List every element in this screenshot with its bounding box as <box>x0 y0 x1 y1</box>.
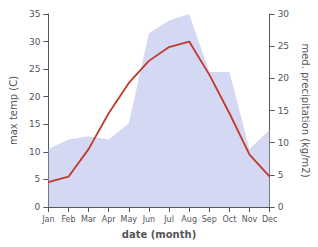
svg-text:35: 35 <box>29 9 40 19</box>
svg-text:20: 20 <box>278 73 290 83</box>
svg-text:10: 10 <box>278 138 290 148</box>
svg-text:Jul: Jul <box>163 215 174 224</box>
svg-text:max temp (C): max temp (C) <box>8 76 19 145</box>
svg-text:15: 15 <box>29 119 40 129</box>
svg-text:med. precipitation (kg/m2): med. precipitation (kg/m2) <box>300 43 311 177</box>
svg-text:Mar: Mar <box>81 215 97 224</box>
svg-text:20: 20 <box>29 92 41 102</box>
svg-text:Nov: Nov <box>242 215 258 224</box>
svg-text:0: 0 <box>278 202 284 212</box>
svg-text:10: 10 <box>29 147 41 157</box>
svg-text:30: 30 <box>278 9 290 19</box>
svg-text:5: 5 <box>35 174 41 184</box>
svg-text:Sep: Sep <box>202 215 217 224</box>
svg-text:Dec: Dec <box>262 215 277 224</box>
svg-text:25: 25 <box>29 64 40 74</box>
svg-text:0: 0 <box>35 202 41 212</box>
svg-text:15: 15 <box>278 106 289 116</box>
svg-text:25: 25 <box>278 41 289 51</box>
svg-text:5: 5 <box>278 170 284 180</box>
svg-text:date (month): date (month) <box>122 229 196 240</box>
svg-text:Apr: Apr <box>102 215 117 224</box>
svg-text:Jan: Jan <box>41 215 54 224</box>
svg-text:May: May <box>121 215 138 224</box>
svg-text:Aug: Aug <box>181 215 197 224</box>
svg-text:30: 30 <box>29 37 41 47</box>
svg-text:Feb: Feb <box>61 215 75 224</box>
svg-text:Jun: Jun <box>142 215 156 224</box>
svg-text:Oct: Oct <box>222 215 236 224</box>
